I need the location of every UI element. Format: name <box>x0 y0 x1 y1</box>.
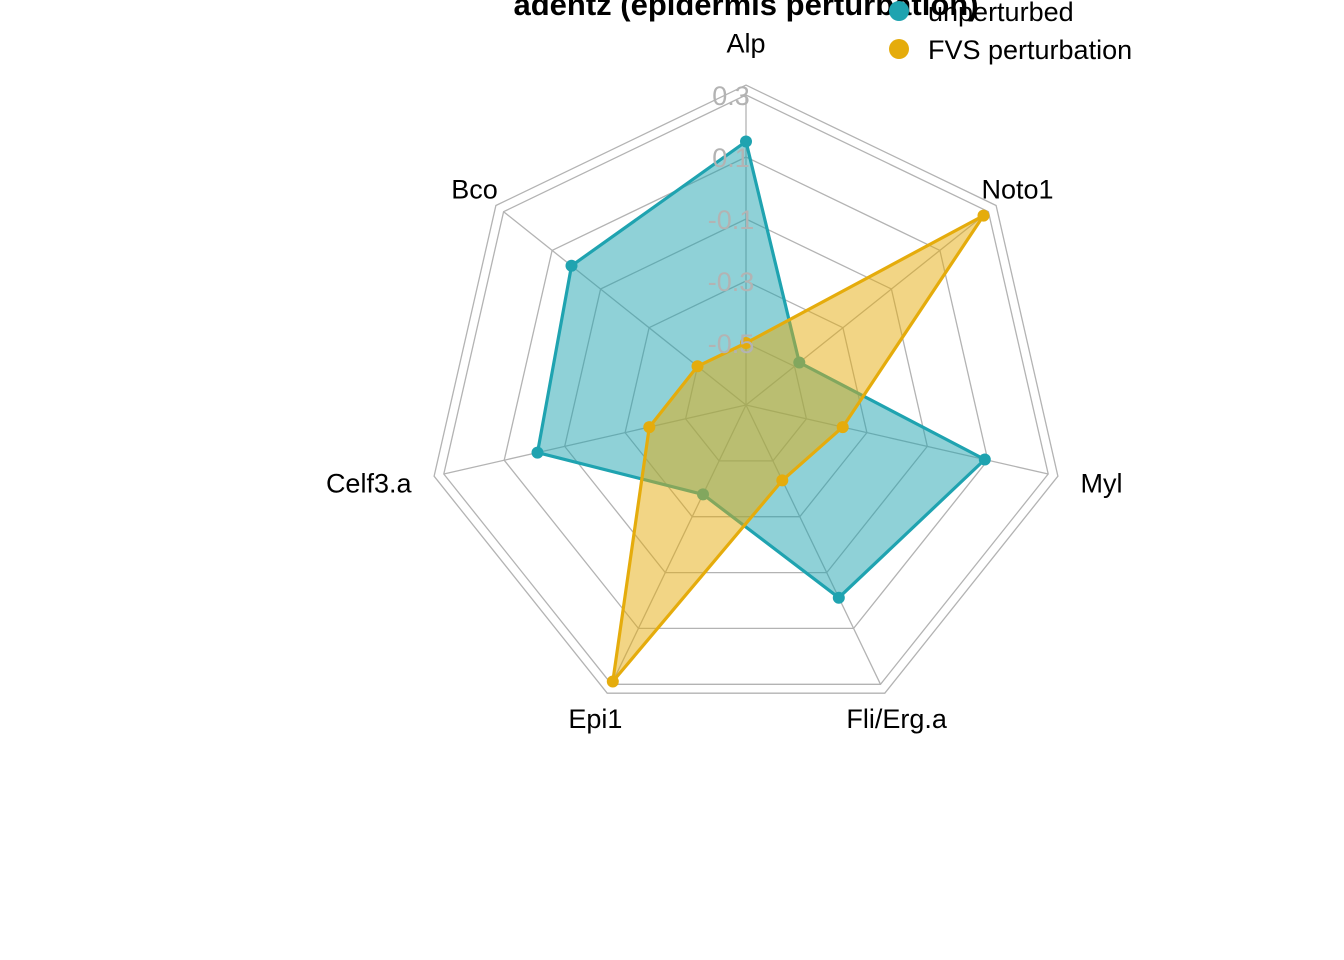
grid-ring <box>443 94 1049 685</box>
tick-label: -0.1 <box>708 205 755 235</box>
grid-outer-ring <box>433 84 1059 694</box>
tick-label: -0.3 <box>708 267 755 297</box>
data-point <box>643 421 656 434</box>
series-line <box>611 214 986 684</box>
radar-tick-labels: 0.3 0.1 -0.1 -0.3 -0.5 <box>708 81 755 359</box>
series-area <box>612 215 984 682</box>
radar-series <box>531 135 991 688</box>
tick-label: 0.1 <box>712 143 750 173</box>
data-point <box>978 453 991 466</box>
axis-label: Fli/Erg.a <box>846 704 948 734</box>
axis-label: Myl <box>1081 468 1123 498</box>
data-point <box>740 135 752 148</box>
tick-label: -0.5 <box>708 329 755 359</box>
data-point <box>691 360 704 373</box>
legend-label: unperturbed <box>928 0 1074 27</box>
axis-label: Epi1 <box>568 704 622 734</box>
tick-label: 0.3 <box>712 81 750 111</box>
axis-label: Alp <box>726 28 765 58</box>
data-point <box>740 337 752 349</box>
legend: unperturbed FVS perturbation <box>889 0 1132 65</box>
radar-axis-labels: Alp Noto1 Myl Fli/Erg.a Epi1 Celf3.a Bco <box>326 28 1123 734</box>
grid-ring <box>503 156 989 630</box>
data-point <box>836 421 849 434</box>
legend-key <box>889 39 909 59</box>
data-point <box>776 474 789 487</box>
data-point <box>977 209 990 222</box>
data-point <box>531 446 544 459</box>
legend-key <box>889 1 909 21</box>
chart-title: adentz (epidermis perturbation) <box>513 0 978 22</box>
legend-label: FVS perturbation <box>928 35 1132 65</box>
axis-label: Noto1 <box>981 175 1053 205</box>
axis-label: Bco <box>451 175 498 205</box>
data-point <box>606 675 619 688</box>
data-point <box>832 591 845 604</box>
data-point <box>565 259 578 272</box>
axis-label: Celf3.a <box>326 468 413 498</box>
